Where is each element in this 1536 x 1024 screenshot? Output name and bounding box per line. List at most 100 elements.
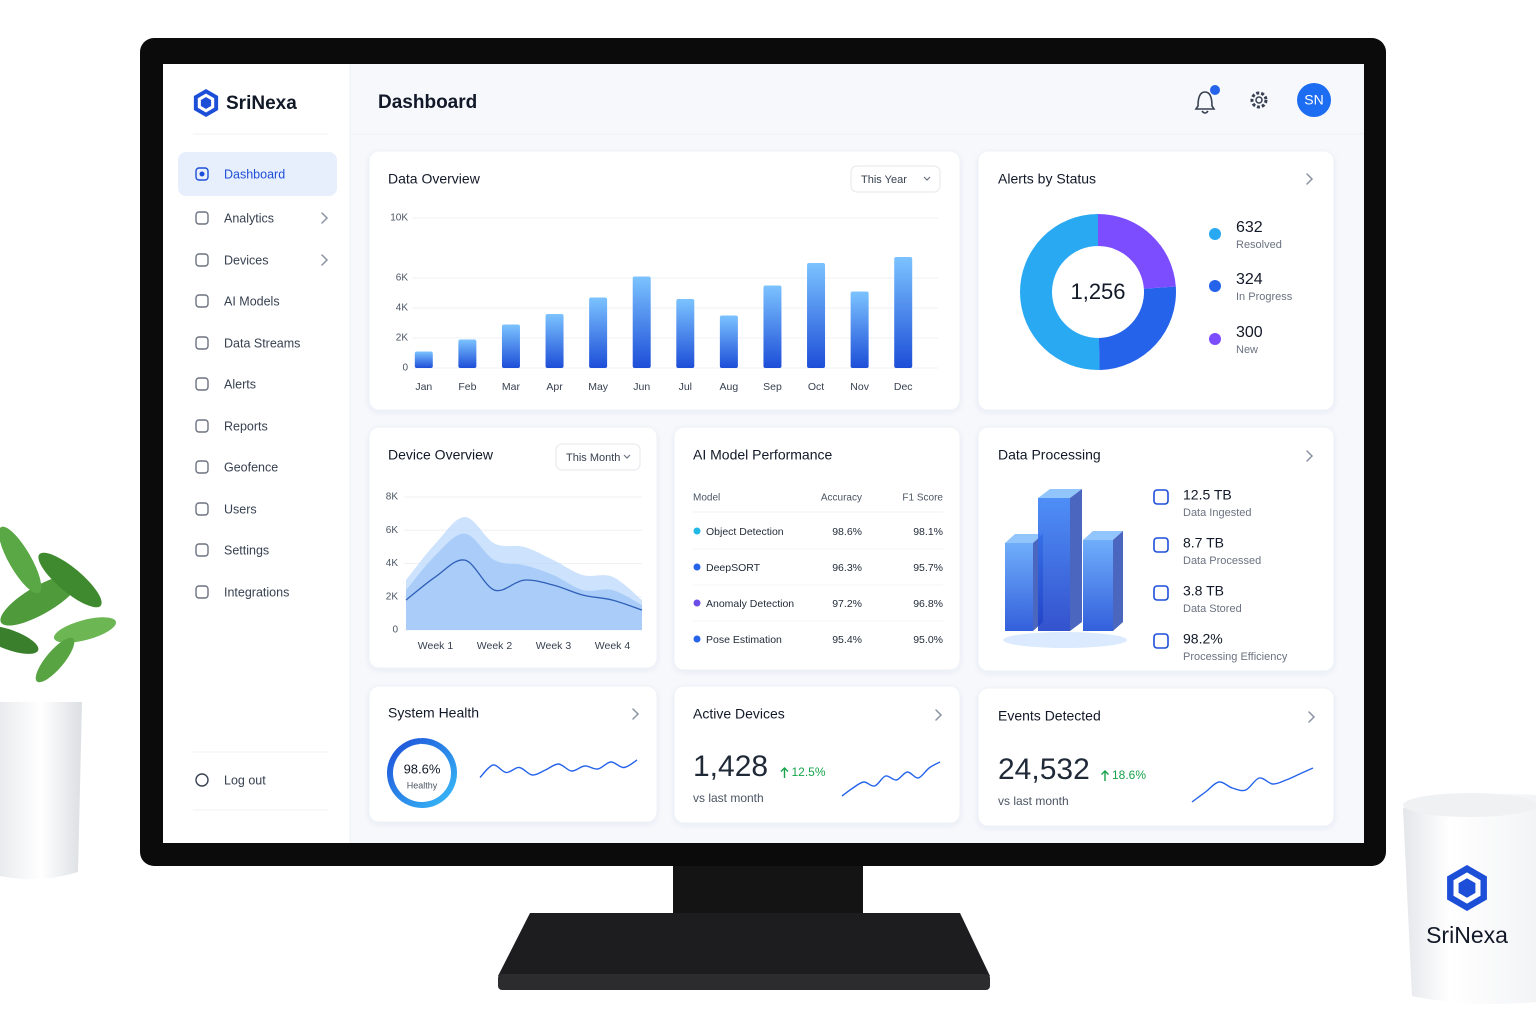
bar <box>545 314 564 368</box>
bar <box>676 299 695 368</box>
bar <box>632 276 651 368</box>
table-cell: 96.8% <box>913 598 943 610</box>
settings-icon-hub <box>1255 96 1263 104</box>
x-tick-label: Sep <box>763 381 782 393</box>
stat-icon <box>1153 489 1169 505</box>
illustration-side <box>1113 531 1123 631</box>
logout-icon <box>195 773 209 787</box>
table-cell: 95.4% <box>832 634 862 646</box>
table-cell: 95.0% <box>913 634 943 646</box>
kpi-change: 12.5% <box>792 765 826 779</box>
mug-logo-inner <box>1453 872 1481 904</box>
nav-item[interactable]: Users <box>224 502 257 516</box>
table-cell: DeepSORT <box>706 562 761 574</box>
table-header: Accuracy <box>821 493 862 504</box>
stat-label: Data Ingested <box>1183 507 1252 519</box>
y-tick-label: 8K <box>386 492 399 503</box>
nav-icon <box>195 585 209 599</box>
card <box>977 687 1335 827</box>
nav-icon-dot <box>199 171 205 177</box>
y-tick-label: 2K <box>386 591 399 602</box>
table-cell: Object Detection <box>706 526 784 538</box>
illustration-shadow <box>1003 632 1127 648</box>
x-tick-label: Feb <box>458 381 476 393</box>
nav-icon <box>195 460 209 474</box>
table-header: Model <box>693 493 720 504</box>
card-title: Data Processing <box>998 447 1101 463</box>
nav-icon <box>195 502 209 516</box>
y-tick-label: 10K <box>390 213 408 224</box>
bar <box>763 285 782 368</box>
donut-total: 1,256 <box>1070 279 1125 304</box>
table-cell: 98.6% <box>832 526 862 538</box>
nav-item[interactable]: Geofence <box>224 460 278 474</box>
stat-icon <box>1153 633 1169 649</box>
x-tick-label: Jun <box>633 381 650 393</box>
illustration-top <box>1038 489 1082 498</box>
bell-icon <box>1194 91 1216 114</box>
nav-item[interactable]: Alerts <box>224 377 256 391</box>
bar <box>894 257 913 368</box>
dropdown[interactable] <box>850 165 941 193</box>
dropdown-caret <box>623 454 631 459</box>
logout[interactable]: Log out <box>224 773 266 787</box>
y-tick-label: 4K <box>386 558 399 569</box>
x-tick-label: Week 4 <box>595 640 631 652</box>
nav-item[interactable]: Dashboard <box>224 167 285 181</box>
legend-dot <box>1209 333 1221 345</box>
table-cell: 97.2% <box>832 598 862 610</box>
card <box>673 685 961 824</box>
stat-value: 12.5 TB <box>1183 487 1232 503</box>
chevron <box>632 708 640 720</box>
notification-badge <box>1210 85 1220 95</box>
card-title: Alerts by Status <box>998 171 1096 187</box>
card-title: Data Overview <box>388 171 481 187</box>
legend-value: 300 <box>1236 324 1263 341</box>
area-line <box>405 559 643 611</box>
nav-icon <box>195 336 209 350</box>
chevron <box>1306 450 1314 462</box>
sparkline <box>841 761 941 797</box>
chevron <box>321 212 329 224</box>
x-tick-label: Aug <box>720 381 739 393</box>
kpi-value: 24,532 <box>998 753 1090 786</box>
nav-item[interactable]: AI Models <box>224 294 280 308</box>
sparkline <box>479 759 638 779</box>
x-tick-label: Week 3 <box>536 640 572 652</box>
nav-item[interactable]: Integrations <box>224 585 289 599</box>
x-tick-label: Mar <box>502 381 521 393</box>
nav-item[interactable]: Data Streams <box>224 336 300 350</box>
table-cell: 95.7% <box>913 562 943 574</box>
y-tick-label: 0 <box>392 625 398 636</box>
nav-item[interactable]: Analytics <box>224 211 274 225</box>
chevron <box>935 709 943 721</box>
nav-active-bg <box>178 152 337 196</box>
kpi-note: vs last month <box>998 794 1069 808</box>
nav-item[interactable]: Devices <box>224 253 268 267</box>
card-title: Device Overview <box>388 447 494 463</box>
x-tick-label: May <box>588 381 609 393</box>
nav-icon <box>195 253 209 267</box>
dropdown[interactable] <box>555 443 641 471</box>
avatar <box>1297 83 1331 117</box>
dropdown-caret <box>923 176 931 181</box>
nav-item[interactable]: Settings <box>224 543 269 557</box>
stat-value: 98.2% <box>1183 631 1223 647</box>
x-tick-label: Dec <box>894 381 913 393</box>
illustration-front <box>1038 498 1070 631</box>
row-dot <box>693 563 701 571</box>
kpi-value: 1,428 <box>693 750 768 783</box>
nav-icon <box>195 377 209 391</box>
bar <box>850 291 869 368</box>
illustration-top <box>1083 531 1123 540</box>
illustration-side <box>1070 489 1082 631</box>
bar <box>501 324 520 368</box>
nav-item[interactable]: Reports <box>224 419 268 433</box>
avatar-initials: SN <box>1304 92 1323 108</box>
gauge-status: Healthy <box>407 780 438 790</box>
table-cell: 98.1% <box>913 526 943 538</box>
bar <box>589 297 608 368</box>
y-tick-label: 4K <box>396 303 409 314</box>
stat-icon <box>1153 585 1169 601</box>
